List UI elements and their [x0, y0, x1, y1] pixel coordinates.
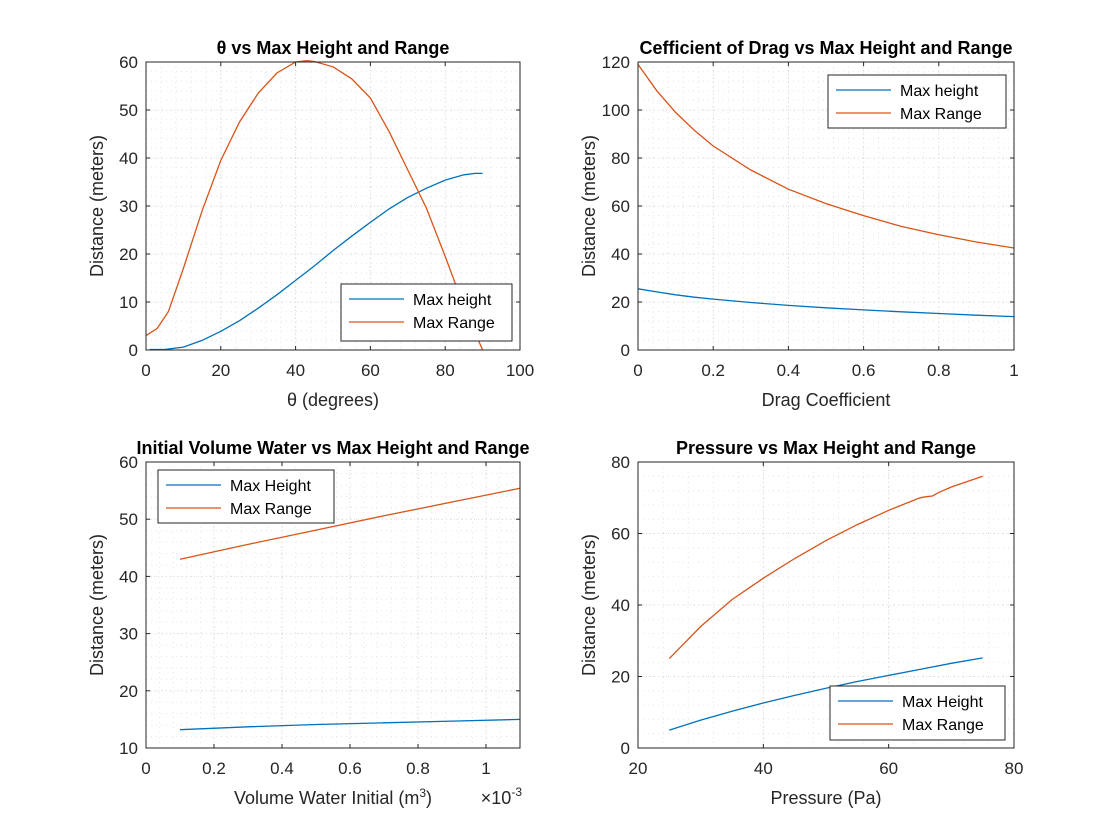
series-line-max-height: [149, 172, 483, 351]
x-axis-label-superscript: 3: [419, 786, 426, 800]
legend-entry: Max Height: [902, 694, 983, 711]
series-line-max-height: [179, 718, 521, 731]
y-tick-label: 60: [119, 53, 138, 72]
x-axis-label-text: Drag Coefficient: [762, 390, 891, 410]
y-tick-label: 40: [611, 245, 630, 264]
legend: Max Height Max Range: [829, 685, 1006, 741]
x-tick-label: 0: [141, 361, 150, 380]
y-tick-label: 80: [611, 453, 630, 472]
y-tick-label: 10: [119, 293, 138, 312]
y-tick-label: 120: [602, 53, 630, 72]
x-tick-label: 80: [1005, 759, 1024, 778]
y-tick-label: 30: [119, 197, 138, 216]
legend-box: [340, 283, 513, 342]
y-tick-label: 20: [119, 682, 138, 701]
x-tick-label: 0.2: [202, 759, 226, 778]
x-tick-label: 0: [141, 759, 150, 778]
y-tick-label: 30: [119, 625, 138, 644]
chart-title: Cefficient of Drag vs Max Height and Ran…: [639, 38, 1012, 58]
y-tick-label: 20: [611, 293, 630, 312]
y-tick-label: 60: [611, 197, 630, 216]
x-axis-label-suffix: ): [426, 788, 432, 808]
subplot-1: 0 20 40 60 80 100 0 10 20 30 40 50 60 θ vs Max Height…: [87, 38, 534, 410]
x-tick-label: 1: [481, 759, 490, 778]
y-tick-label: 100: [602, 101, 630, 120]
y-tick-label: 40: [611, 596, 630, 615]
series-line-max-height: [637, 288, 1015, 318]
x-tick-label: 0.2: [701, 361, 725, 380]
y-tick-label: 40: [119, 149, 138, 168]
series-line-max-range: [179, 487, 521, 560]
x-tick-label: 80: [436, 361, 455, 380]
y-tick-label: 0: [129, 341, 138, 360]
x-axis-label-text: Pressure (Pa): [770, 788, 881, 808]
series-line-max-height: [669, 657, 983, 731]
y-axis-label: Distance (meters): [579, 135, 599, 277]
x-tick-label: 60: [879, 759, 898, 778]
y-tick-label: 60: [119, 453, 138, 472]
legend-entry: Max Range: [900, 106, 982, 123]
x-tick-label: 0: [633, 361, 642, 380]
y-tick-label: 20: [119, 245, 138, 264]
y-tick-label: 0: [621, 341, 630, 360]
y-axis-label: Distance (meters): [579, 534, 599, 676]
y-tick-label: 60: [611, 525, 630, 544]
subplot-2: 0 0.2 0.4 0.6 0.8 1 0 20 40 60 80 100 120 Cefficient …: [579, 38, 1019, 410]
y-axis-label: Distance (meters): [87, 135, 107, 277]
axes-frame: [145, 461, 521, 749]
y-tick-label: 80: [611, 149, 630, 168]
legend-box: [157, 469, 335, 524]
x-axis-label-text: Volume Water Initial (m: [234, 788, 419, 808]
x-axis-label: θ (degrees): [287, 390, 379, 410]
y-tick-label: 50: [119, 510, 138, 529]
y-tick-label: 20: [611, 668, 630, 687]
x-axis-label: Pressure (Pa): [770, 788, 881, 808]
x-exponent-base: ×10: [481, 788, 512, 808]
x-axis-label: Volume Water Initial (m3): [234, 786, 432, 808]
series-line-max-range: [637, 64, 1015, 249]
x-tick-label: 1: [1009, 361, 1018, 380]
legend-entry: Max Range: [230, 501, 312, 518]
legend: Max height Max Range: [340, 283, 513, 342]
x-tick-label: 0.4: [270, 759, 294, 778]
x-tick-label: 40: [754, 759, 773, 778]
x-axis-label-text: θ (degrees): [287, 390, 379, 410]
y-tick-label: 10: [119, 739, 138, 758]
legend-entry: Max Range: [413, 315, 495, 332]
x-axis-label: Drag Coefficient: [762, 390, 891, 410]
x-tick-label: 20: [211, 361, 230, 380]
x-tick-label: 0.8: [927, 361, 951, 380]
x-tick-label: 0.4: [777, 361, 801, 380]
x-exponent-power: -3: [511, 785, 522, 799]
series-line-max-range: [145, 59, 484, 351]
y-axis-label: Distance (meters): [87, 534, 107, 676]
series-line-max-range: [668, 475, 983, 660]
chart-title: Pressure vs Max Height and Range: [676, 438, 976, 458]
legend-entry: Max Height: [230, 478, 311, 495]
x-exponent-label: ×10-3: [481, 785, 523, 808]
legend: Max height Max Range: [827, 74, 1007, 129]
legend-entry: Max height: [413, 292, 492, 309]
x-tick-label: 60: [361, 361, 380, 380]
x-tick-label: 100: [506, 361, 534, 380]
legend-entry: Max Range: [902, 717, 984, 734]
legend-box: [827, 74, 1007, 129]
y-tick-label: 50: [119, 101, 138, 120]
x-tick-label: 0.6: [338, 759, 362, 778]
y-tick-label: 0: [621, 739, 630, 758]
x-tick-label: 0.8: [406, 759, 430, 778]
chart-title: Initial Volume Water vs Max Height and R…: [136, 438, 529, 458]
x-tick-label: 0.6: [852, 361, 876, 380]
legend-box: [829, 685, 1006, 741]
x-tick-label: 40: [286, 361, 305, 380]
legend-entry: Max height: [900, 83, 979, 100]
y-tick-label: 40: [119, 567, 138, 586]
x-tick-label: 20: [629, 759, 648, 778]
legend: Max Height Max Range: [157, 469, 335, 524]
chart-title: θ vs Max Height and Range: [217, 38, 450, 58]
